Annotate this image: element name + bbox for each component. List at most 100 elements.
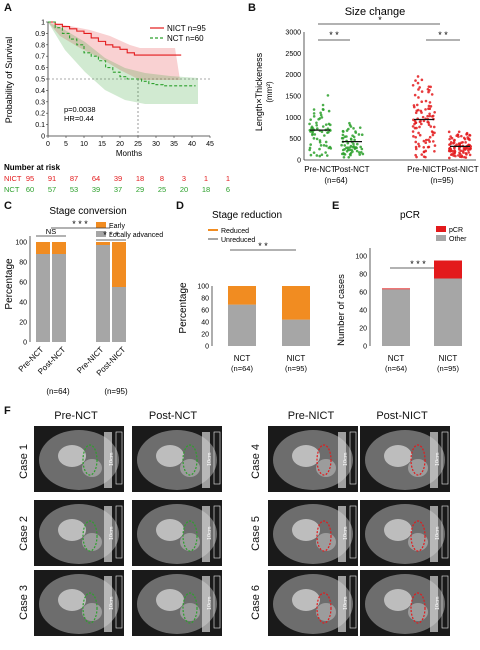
ct-scale-bar (213, 505, 221, 559)
ct-scale-label: 10cm (207, 526, 213, 540)
size-point (355, 142, 359, 146)
size-point (465, 133, 468, 136)
size-point (422, 155, 426, 158)
risk-count-nct: 20 (180, 185, 188, 194)
ct-scan: 10cm (137, 504, 221, 564)
risk-count-nct: 37 (114, 185, 122, 194)
ct-organ (58, 589, 86, 611)
size-point (315, 137, 319, 141)
size-point (328, 123, 332, 127)
ct-image: 10cm (132, 570, 222, 636)
ct-scale-label: 10cm (435, 596, 441, 610)
km-ytick: 0.5 (35, 77, 45, 84)
ct-image: 10cm (268, 500, 358, 566)
km-xtick: 0 (46, 141, 50, 148)
ct-organ (58, 519, 86, 541)
pcr-legend-other-swatch (436, 235, 446, 241)
ct-organ (384, 445, 412, 467)
size-point (321, 103, 325, 107)
size-point (431, 140, 435, 143)
km-yticks: 0 0.1 0.2 0.3 0.4 0.5 0.6 0.7 0.8 0.9 1 (35, 20, 48, 141)
ct-scan: 10cm (137, 430, 221, 490)
ct-organ (156, 445, 184, 467)
size-point (360, 133, 364, 137)
ct-scale-label: 10cm (207, 452, 213, 466)
red-bars (228, 286, 310, 346)
km-ytick: 0.7 (35, 54, 45, 61)
km-ytick: 0.1 (35, 122, 45, 129)
ct-case-2-label: Case 2 (18, 516, 30, 551)
size-ytick: 2000 (285, 72, 301, 79)
ct-image: 10cm (360, 500, 450, 566)
conv-bar-la (112, 287, 126, 342)
risk-count-nct: 57 (48, 185, 56, 194)
panel-label-d: D (176, 200, 184, 212)
km-xtick: 40 (188, 141, 196, 148)
size-point (431, 131, 435, 134)
size-point (422, 119, 426, 123)
ct-scan: 10cm (137, 574, 221, 634)
nict-survival-curve (48, 21, 182, 56)
conv-bar-early (112, 242, 126, 287)
size-point (312, 112, 316, 115)
size-point (327, 146, 331, 150)
km-ytick: 0.6 (35, 65, 45, 72)
size-point (420, 100, 424, 103)
size-point (354, 131, 358, 134)
pcr-chart: pCR pCR Other Number of cases 0 20 40 60 80 1… (336, 210, 467, 373)
size-point (309, 153, 313, 157)
pcr-ytick: 60 (359, 290, 367, 297)
size-point (313, 133, 317, 136)
ct-spine (338, 506, 346, 562)
ct-image: 10cm (268, 570, 358, 636)
size-point (420, 90, 424, 93)
size-point (452, 154, 455, 157)
size-point (326, 94, 330, 97)
ct-tumor-outline (82, 520, 98, 552)
risk-count-nct: 53 (70, 185, 78, 194)
ct-scan: 10cm (365, 504, 449, 564)
size-point (346, 148, 350, 152)
size-point (327, 109, 331, 113)
size-point (468, 153, 472, 157)
size-point (456, 133, 460, 137)
size-point (341, 148, 345, 152)
risk-count-nict: 1 (226, 174, 230, 183)
size-point (312, 151, 316, 154)
size-point (424, 108, 427, 111)
risk-count-nict: 91 (48, 174, 56, 183)
ct-organ (384, 589, 412, 611)
pcr-group-0: NCT (388, 354, 405, 363)
size-point (457, 130, 461, 134)
pcr-n-1: (n=95) (437, 364, 459, 373)
size-sig-outer: * (378, 15, 382, 25)
size-group-2: Pre-NICT (407, 165, 441, 174)
size-point (419, 109, 423, 113)
size-point (319, 144, 323, 147)
size-point (465, 153, 468, 156)
red-ytick: 0 (205, 344, 209, 351)
ct-scale-label: 10cm (343, 526, 349, 540)
ct-spine (202, 432, 210, 488)
size-point (412, 105, 416, 109)
panel-label-e: E (332, 200, 340, 212)
size-point (428, 135, 432, 139)
ct-case-5-label: Case 5 (250, 516, 262, 551)
size-point (452, 139, 456, 142)
size-point (433, 149, 436, 153)
ct-tumor-outline (410, 444, 426, 476)
size-point (461, 149, 465, 153)
red-bar-unreduced (228, 304, 256, 346)
pcr-bar-other (382, 289, 410, 346)
ct-scan: 10cm (273, 430, 357, 490)
size-point (342, 155, 346, 159)
size-point (324, 140, 328, 144)
conv-ytick: 60 (19, 280, 27, 287)
size-point (353, 138, 356, 142)
size-n-nct: (n=64) (324, 176, 348, 185)
size-point (463, 155, 466, 159)
size-point (318, 117, 322, 120)
pcr-sig: * * * (410, 259, 426, 269)
ct-scale-bar (115, 505, 123, 559)
conv-legend-la-swatch (96, 231, 106, 237)
